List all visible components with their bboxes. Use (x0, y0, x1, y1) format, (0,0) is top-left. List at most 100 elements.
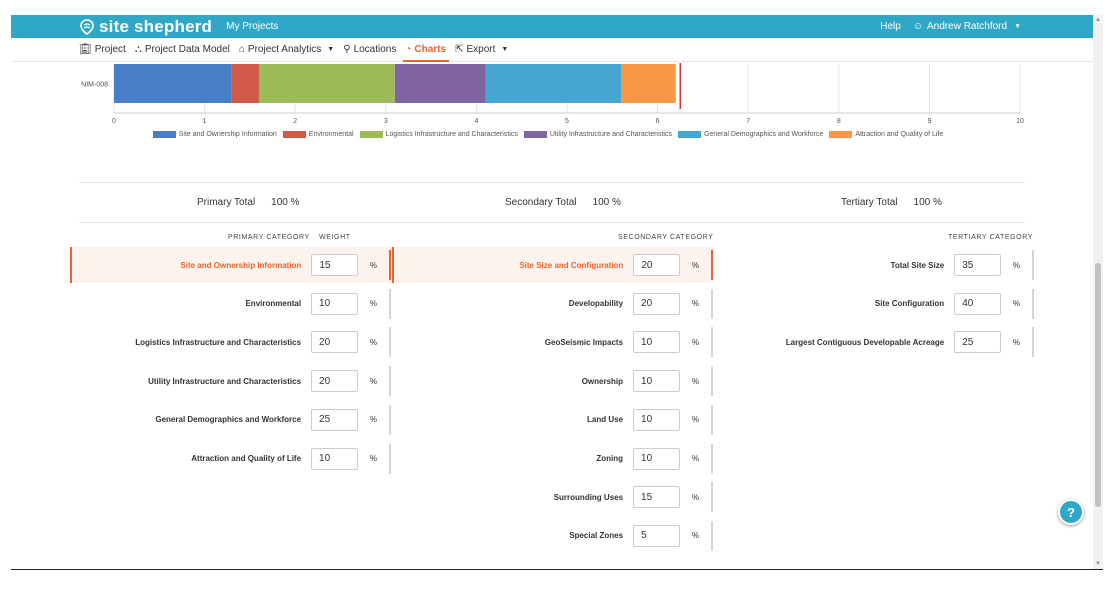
divider (79, 222, 1025, 223)
row-separator (389, 366, 391, 397)
legend-label: Utility Infrastructure and Characteristi… (549, 131, 672, 138)
secondary-weight-input[interactable]: 20 (633, 254, 680, 276)
x-tick-label: 5 (565, 118, 569, 125)
row-separator (711, 250, 713, 280)
legend-item[interactable]: General Demographics and Workforce (677, 131, 823, 138)
x-tick-label: 7 (746, 118, 750, 125)
user-menu[interactable]: ☺ Andrew Ratchford ▼ (913, 21, 1021, 32)
user-icon: ☺ (912, 21, 924, 32)
map-pin-icon: ⚲ (343, 44, 351, 55)
pie-chart-icon: ◔ (405, 44, 412, 55)
percent-sign: % (691, 376, 700, 386)
tertiary-weight-input[interactable]: 40 (954, 292, 1001, 315)
chevron-down-icon: ▼ (327, 46, 335, 53)
legend-swatch (523, 131, 547, 138)
percent-sign: % (369, 415, 378, 425)
secondary-weight-input[interactable]: 10 (633, 408, 680, 431)
x-tick-label: 6 (656, 118, 660, 125)
divider (79, 182, 1025, 183)
primary-total-value: 100 % (271, 197, 300, 208)
nav-analytics[interactable]: ⌂ Project Analytics ▼ (239, 38, 334, 62)
brand-logo[interactable]: site shepherd (79, 17, 212, 37)
nav-project-label: Project (94, 44, 126, 55)
tertiary-category-header: TERTIARY CATEGORY (948, 234, 1034, 241)
legend-item[interactable]: Logistics Infrastructure and Characteris… (359, 131, 518, 138)
primary-weight-row: Utility Infrastructure and Characteristi… (70, 363, 391, 399)
my-projects-link[interactable]: My Projects (226, 21, 279, 32)
x-tick-label: 2 (293, 118, 297, 125)
legend-item[interactable]: Attraction and Quality of Life (829, 131, 943, 138)
legend-item[interactable]: Site and Ownership Information (152, 131, 277, 138)
percent-sign: % (691, 415, 700, 425)
shepherd-logo-icon (80, 18, 94, 35)
nav-locations[interactable]: ⚲ Locations (343, 38, 396, 62)
nav-charts[interactable]: ◔ Charts (403, 38, 449, 62)
top-navbar: site shepherd My Projects Help ☺ Andrew … (11, 15, 1103, 38)
secondary-weight-input[interactable]: 10 (633, 331, 680, 354)
secondary-weight-input[interactable]: 15 (633, 486, 680, 509)
row-separator (711, 288, 713, 319)
primary-weight-input[interactable]: 25 (311, 408, 358, 431)
row-separator (1032, 327, 1034, 358)
tertiary-weight-row: Largest Contiguous Developable Acreage 25… (713, 324, 1034, 360)
scroll-down-icon[interactable]: ▼ (1095, 561, 1101, 567)
secondary-weight-input[interactable]: 10 (633, 370, 680, 393)
tertiary-total-value: 100 % (913, 197, 942, 208)
nav-data-model[interactable]: ⛬ Project Data Model (135, 38, 230, 62)
row-separator (389, 404, 391, 435)
secondary-weight-row: Special Zones 5% (392, 518, 713, 554)
secondary-category-label: Ownership (581, 376, 624, 386)
secondary-weight-input[interactable]: 10 (633, 447, 680, 470)
user-name: Andrew Ratchford (927, 21, 1008, 32)
percent-sign: % (369, 337, 378, 347)
scroll-up-icon[interactable]: ▲ (1095, 17, 1101, 23)
row-separator (711, 366, 713, 397)
scrollbar-thumb[interactable] (1095, 263, 1101, 507)
app-frame: site shepherd My Projects Help ☺ Andrew … (11, 15, 1103, 570)
percent-sign: % (691, 531, 700, 541)
percent-sign: % (369, 260, 378, 270)
secondary-weight-row: Land Use 10% (392, 402, 713, 438)
weight-header: WEIGHT (319, 234, 351, 241)
x-tick-label: 8 (837, 118, 841, 125)
secondary-weight-input[interactable]: 5 (633, 524, 680, 547)
primary-weight-input[interactable]: 20 (311, 331, 358, 354)
legend-item[interactable]: Utility Infrastructure and Characteristi… (523, 131, 672, 138)
percent-sign: % (1012, 260, 1021, 270)
help-link[interactable]: Help (880, 21, 901, 32)
bank-icon: ⌂ (238, 44, 245, 55)
row-separator (1032, 250, 1034, 280)
percent-sign: % (369, 299, 378, 309)
row-separator (1032, 288, 1034, 319)
percent-sign: % (369, 454, 378, 463)
primary-weight-row: Site and Ownership Information 15% (70, 247, 391, 283)
primary-weight-input[interactable]: 20 (311, 370, 358, 393)
legend-label: Site and Ownership Information (178, 131, 277, 138)
brand-name: site shepherd (99, 16, 213, 36)
secondary-weight-input[interactable]: 20 (633, 292, 680, 315)
primary-weight-input[interactable]: 10 (311, 292, 358, 315)
primary-total-label: Primary Total (197, 197, 256, 208)
diagram-icon: ⛬ (134, 44, 142, 55)
tertiary-weight-input[interactable]: 25 (954, 331, 1001, 354)
percent-sign: % (691, 492, 700, 502)
percent-sign: % (1012, 337, 1021, 347)
secondary-category-label: Site Size and Configuration (519, 260, 624, 270)
bar-segment (231, 64, 259, 103)
tertiary-weight-row: Total Site Size 35% (713, 247, 1034, 283)
row-separator (711, 482, 713, 513)
tertiary-total-label: Tertiary Total (841, 197, 898, 208)
secondary-weight-row: Zoning 10% (392, 441, 713, 477)
nav-export[interactable]: ⇱ Export ▼ (455, 38, 508, 62)
nav-data-model-label: Project Data Model (144, 44, 230, 55)
legend-swatch (282, 131, 306, 138)
chevron-down-icon: ▼ (501, 46, 509, 53)
help-fab-button[interactable]: ? (1058, 499, 1084, 525)
primary-weight-input[interactable]: 15 (311, 254, 358, 276)
nav-project[interactable]: 🏢︎ Project (79, 38, 126, 62)
legend-item[interactable]: Environmental (282, 131, 354, 138)
x-tick-label: 0 (112, 118, 116, 125)
secondary-weight-row: Surrounding Uses 15% (392, 479, 713, 515)
primary-weight-input[interactable]: 10 (311, 447, 358, 470)
tertiary-weight-input[interactable]: 35 (954, 254, 1001, 276)
